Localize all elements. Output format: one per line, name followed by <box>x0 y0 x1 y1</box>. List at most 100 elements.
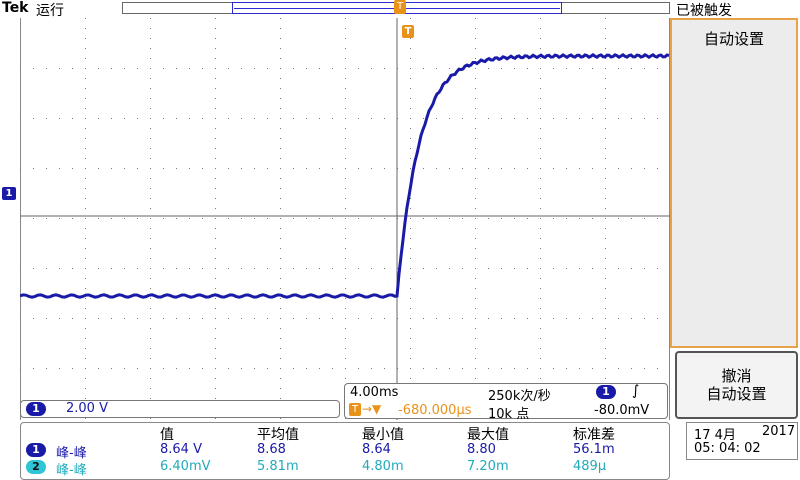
graticule-dot <box>605 78 606 79</box>
graticule-dot <box>605 328 606 329</box>
graticule-dot <box>475 108 476 109</box>
graticule-dot <box>150 88 151 89</box>
graticule-dot <box>306 268 307 269</box>
graticule-dot <box>280 188 281 189</box>
channel1-scale-readout[interactable] <box>20 400 340 418</box>
graticule-dot <box>540 148 541 149</box>
graticule-dot <box>163 368 164 369</box>
graticule-dot <box>176 368 177 369</box>
graticule-dot <box>475 358 476 359</box>
graticule-dot <box>618 318 619 319</box>
graticule-dot <box>384 68 385 69</box>
graticule-dot <box>254 168 255 169</box>
graticule-dot <box>514 268 515 269</box>
undo-auto-setup-button[interactable]: 撤消 自动设置 <box>675 351 798 419</box>
row1-std: 56.1m <box>573 442 615 457</box>
graticule-dot <box>410 108 411 109</box>
graticule-dot <box>150 298 151 299</box>
graticule-dot <box>605 38 606 39</box>
graticule-dot <box>475 348 476 349</box>
graticule-dot <box>540 348 541 349</box>
graticule-dot <box>631 68 632 69</box>
row2-min: 4.80m <box>362 459 404 474</box>
graticule-dot <box>605 218 606 219</box>
graticule-dot <box>423 268 424 269</box>
graticule-dot <box>410 128 411 129</box>
graticule-dot <box>644 318 645 319</box>
trigger-marker-icon[interactable]: T <box>402 25 414 38</box>
graticule-dot <box>150 138 151 139</box>
graticule-dot <box>124 168 125 169</box>
graticule-dot <box>280 68 281 69</box>
graticule-dot <box>540 58 541 59</box>
graticule-dot <box>475 158 476 159</box>
auto-setup-title: 自动设置 <box>703 30 764 48</box>
datetime-panel[interactable] <box>686 422 798 460</box>
graticule-dot <box>176 218 177 219</box>
graticule-dot <box>280 18 281 19</box>
graticule-dot <box>59 168 60 169</box>
graticule-dot <box>631 368 632 369</box>
graticule-dot <box>488 68 489 69</box>
graticule-dot <box>85 218 86 219</box>
graticule-dot <box>280 88 281 89</box>
graticule-dot <box>150 278 151 279</box>
graticule-dot <box>280 38 281 39</box>
graticule-dot <box>475 38 476 39</box>
graticule-dot <box>33 68 34 69</box>
trigger-source-badge: 1 <box>596 385 616 399</box>
graticule-dot <box>540 138 541 139</box>
graticule-dot <box>553 68 554 69</box>
trigger-status: 已被触发 <box>676 3 732 19</box>
graticule-dot <box>488 168 489 169</box>
graticule-dot <box>85 108 86 109</box>
channel1-ground-marker[interactable]: 1 <box>2 187 16 200</box>
graticule-dot <box>163 268 164 269</box>
graticule-dot <box>605 158 606 159</box>
graticule-dot <box>241 168 242 169</box>
graticule-dot <box>150 48 151 49</box>
graticule-dot <box>241 118 242 119</box>
graticule-dot <box>215 388 216 389</box>
graticule-dot <box>267 318 268 319</box>
graticule-dot <box>319 318 320 319</box>
graticule-dot <box>241 68 242 69</box>
graticule-dot <box>267 218 268 219</box>
graticule-dot <box>189 118 190 119</box>
graticule-dot <box>189 268 190 269</box>
graticule-dot <box>85 318 86 319</box>
graticule-dots <box>20 18 658 419</box>
graticule-dot <box>150 228 151 229</box>
graticule-dot <box>631 168 632 169</box>
graticule-dot <box>605 18 606 19</box>
graticule-dot <box>410 228 411 229</box>
graticule-dot <box>189 218 190 219</box>
measurement-panel[interactable] <box>20 422 670 480</box>
graticule-dot <box>475 238 476 239</box>
graticule-dot <box>345 28 346 29</box>
graticule-dot <box>33 368 34 369</box>
graticule-dot <box>215 218 216 219</box>
graticule-dot <box>475 58 476 59</box>
graticule-dot <box>475 338 476 339</box>
graticule-dot <box>345 268 346 269</box>
graticule-dot <box>475 308 476 309</box>
graticule-dot <box>384 118 385 119</box>
graticule-dot <box>410 298 411 299</box>
graticule-dot <box>72 118 73 119</box>
graticule-dot <box>280 288 281 289</box>
graticule-dot <box>85 48 86 49</box>
graticule-dot <box>98 218 99 219</box>
graticule-dot <box>20 168 21 169</box>
graticule-dot <box>59 368 60 369</box>
graticule-dot <box>501 268 502 269</box>
graticule-dot <box>540 78 541 79</box>
graticule-dot <box>410 368 411 369</box>
graticule-dot <box>475 168 476 169</box>
graticule-dot <box>124 118 125 119</box>
graticule-dot <box>280 108 281 109</box>
graticule-dot <box>215 278 216 279</box>
graticule-dot <box>501 368 502 369</box>
graticule-dot <box>345 108 346 109</box>
graticule-dot <box>345 118 346 119</box>
